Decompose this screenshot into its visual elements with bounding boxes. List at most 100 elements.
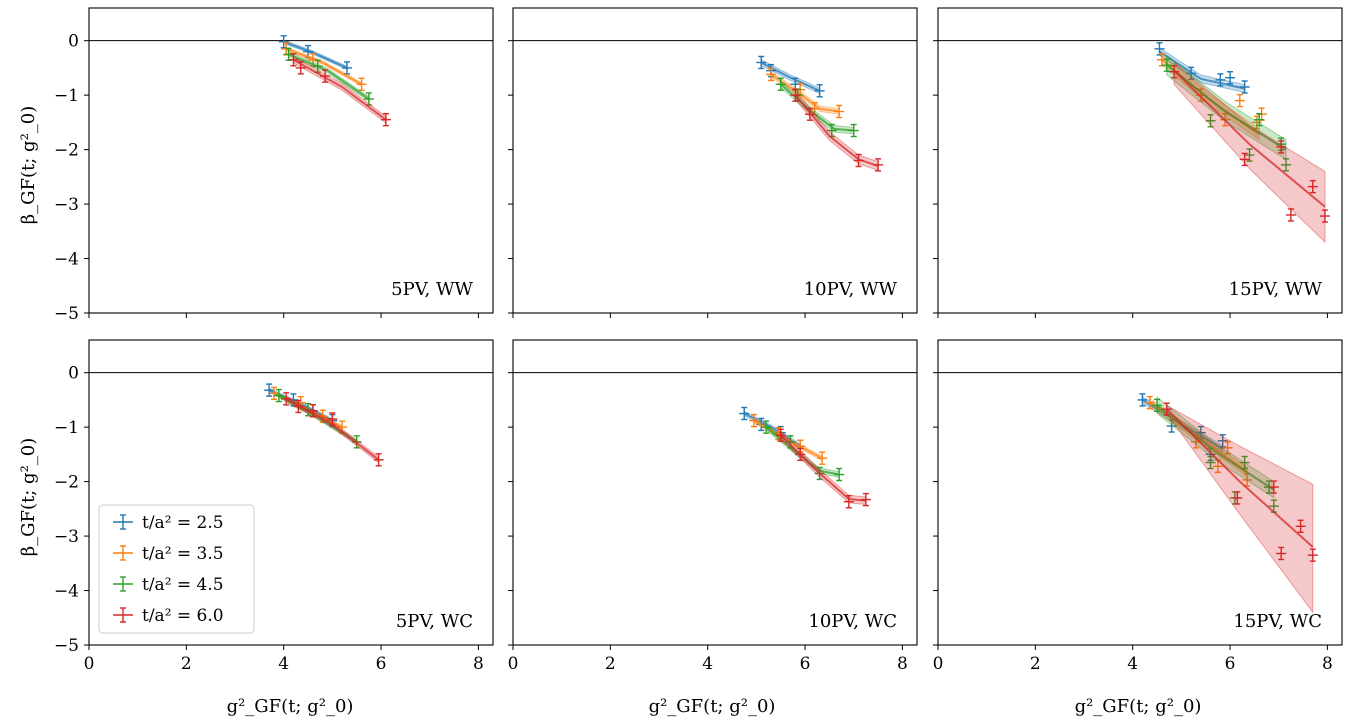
- data-point: [1205, 455, 1216, 470]
- data-point: [1234, 93, 1245, 108]
- y-tick-label: −3: [54, 195, 79, 215]
- data-point: [1137, 393, 1148, 407]
- panel-1: 0 −1 −2 −3 −4 −5 5PV, WW: [54, 7, 494, 324]
- data-point: [775, 428, 786, 443]
- series-6.0: [288, 53, 391, 127]
- fit-line: [1166, 408, 1314, 548]
- series-2.5: [1154, 42, 1250, 94]
- data-point: [327, 412, 338, 426]
- data-point: [273, 388, 284, 403]
- axes-frame: [937, 7, 1343, 314]
- x-tick-label: 6: [376, 654, 387, 674]
- y-axis-label-bottom: β_GF(t; g²_0): [18, 438, 39, 557]
- data-point: [278, 35, 289, 49]
- axes-frame: [937, 339, 1343, 646]
- x-tick-label: 8: [897, 654, 908, 674]
- legend-entry: t/a² = 2.5: [113, 513, 224, 533]
- data-point: [1222, 441, 1233, 455]
- legend-label: t/a² = 4.5: [142, 575, 224, 595]
- y-tick-label: −2: [54, 473, 79, 493]
- series-6.0: [281, 392, 384, 467]
- data-point: [1239, 152, 1250, 167]
- data-point: [1225, 71, 1236, 85]
- data-point: [873, 158, 884, 172]
- panel-2: 10PV, WW: [508, 7, 918, 318]
- x-tick-label: 8: [473, 654, 484, 674]
- fit-band: [1156, 396, 1275, 499]
- x-tick-label: 0: [84, 654, 95, 674]
- fit-line: [283, 40, 348, 69]
- data-point: [804, 107, 815, 121]
- series-4.5: [1161, 54, 1292, 172]
- panel-label: 10PV, WC: [808, 611, 897, 632]
- data-point: [1281, 158, 1292, 172]
- fit-line: [794, 94, 879, 167]
- data-point: [356, 77, 367, 91]
- data-point: [843, 495, 854, 509]
- fit-band: [1166, 404, 1314, 614]
- data-point: [853, 153, 864, 168]
- fit-line: [292, 58, 387, 121]
- data-point: [739, 406, 750, 421]
- data-point: [1161, 58, 1172, 72]
- data-point: [307, 404, 318, 418]
- x-tick-label: 6: [1225, 654, 1236, 674]
- series-4.5: [1152, 396, 1279, 513]
- data-point: [834, 467, 845, 482]
- data-point: [848, 123, 859, 138]
- x-tick-label: 8: [1322, 654, 1333, 674]
- x-tick-label: 6: [800, 654, 811, 674]
- data-point: [1307, 548, 1318, 562]
- legend-marker: [113, 607, 133, 623]
- data-point: [748, 413, 759, 428]
- data-point: [1295, 519, 1306, 533]
- legend-entry: t/a² = 6.0: [113, 606, 224, 626]
- data-point: [1152, 398, 1163, 413]
- data-point: [1276, 546, 1287, 561]
- data-point: [860, 492, 871, 507]
- data-point: [320, 69, 331, 83]
- y-tick-label: −3: [54, 527, 79, 547]
- data-point: [281, 392, 292, 406]
- data-point: [1205, 114, 1216, 128]
- y-axis-label-top: β_GF(t; g²_0): [18, 106, 39, 225]
- data-point: [293, 399, 304, 414]
- series-4.5: [761, 420, 845, 482]
- data-point: [1276, 140, 1287, 154]
- axes-frame: [512, 7, 918, 314]
- series-6.0: [1161, 402, 1318, 614]
- data-point: [288, 53, 299, 67]
- data-point: [817, 451, 828, 465]
- data-point: [1217, 434, 1228, 448]
- data-point: [380, 112, 391, 127]
- y-tick-label: −4: [54, 250, 79, 270]
- series-6.0: [790, 88, 884, 172]
- y-tick-label: −1: [54, 418, 79, 438]
- data-point: [1285, 208, 1296, 222]
- series-2.5: [278, 35, 352, 75]
- data-point: [1239, 80, 1250, 94]
- fit-line: [1158, 50, 1245, 90]
- panels-layer: 0 −1 −2 −3 −4 −5 5PV, WW 10PV, WW 15PV, WW 0 −1 −2 −…: [54, 7, 1343, 674]
- x-axis-label-left: g²_GF(t; g²_0): [227, 696, 354, 717]
- data-point: [1268, 499, 1279, 513]
- fit-line: [1166, 64, 1287, 151]
- panel-label: 10PV, WW: [804, 279, 898, 300]
- data-point: [775, 77, 786, 91]
- data-point: [373, 453, 384, 467]
- y-tick-label: −5: [54, 304, 79, 324]
- legend-marker: [113, 576, 133, 592]
- x-tick-label: 0: [933, 654, 944, 674]
- fit-line: [285, 47, 363, 86]
- x-axis-label-right: g²_GF(t; g²_0): [1075, 696, 1202, 717]
- series-6.0: [1169, 61, 1330, 244]
- legend-label: t/a² = 6.0: [142, 606, 224, 626]
- x-tick-label: 4: [1127, 654, 1138, 674]
- data-point: [1144, 395, 1155, 410]
- axes-frame: [512, 339, 918, 646]
- panel-label: 5PV, WW: [391, 279, 473, 300]
- data-point: [790, 88, 801, 102]
- legend-label: t/a² = 3.5: [142, 544, 224, 564]
